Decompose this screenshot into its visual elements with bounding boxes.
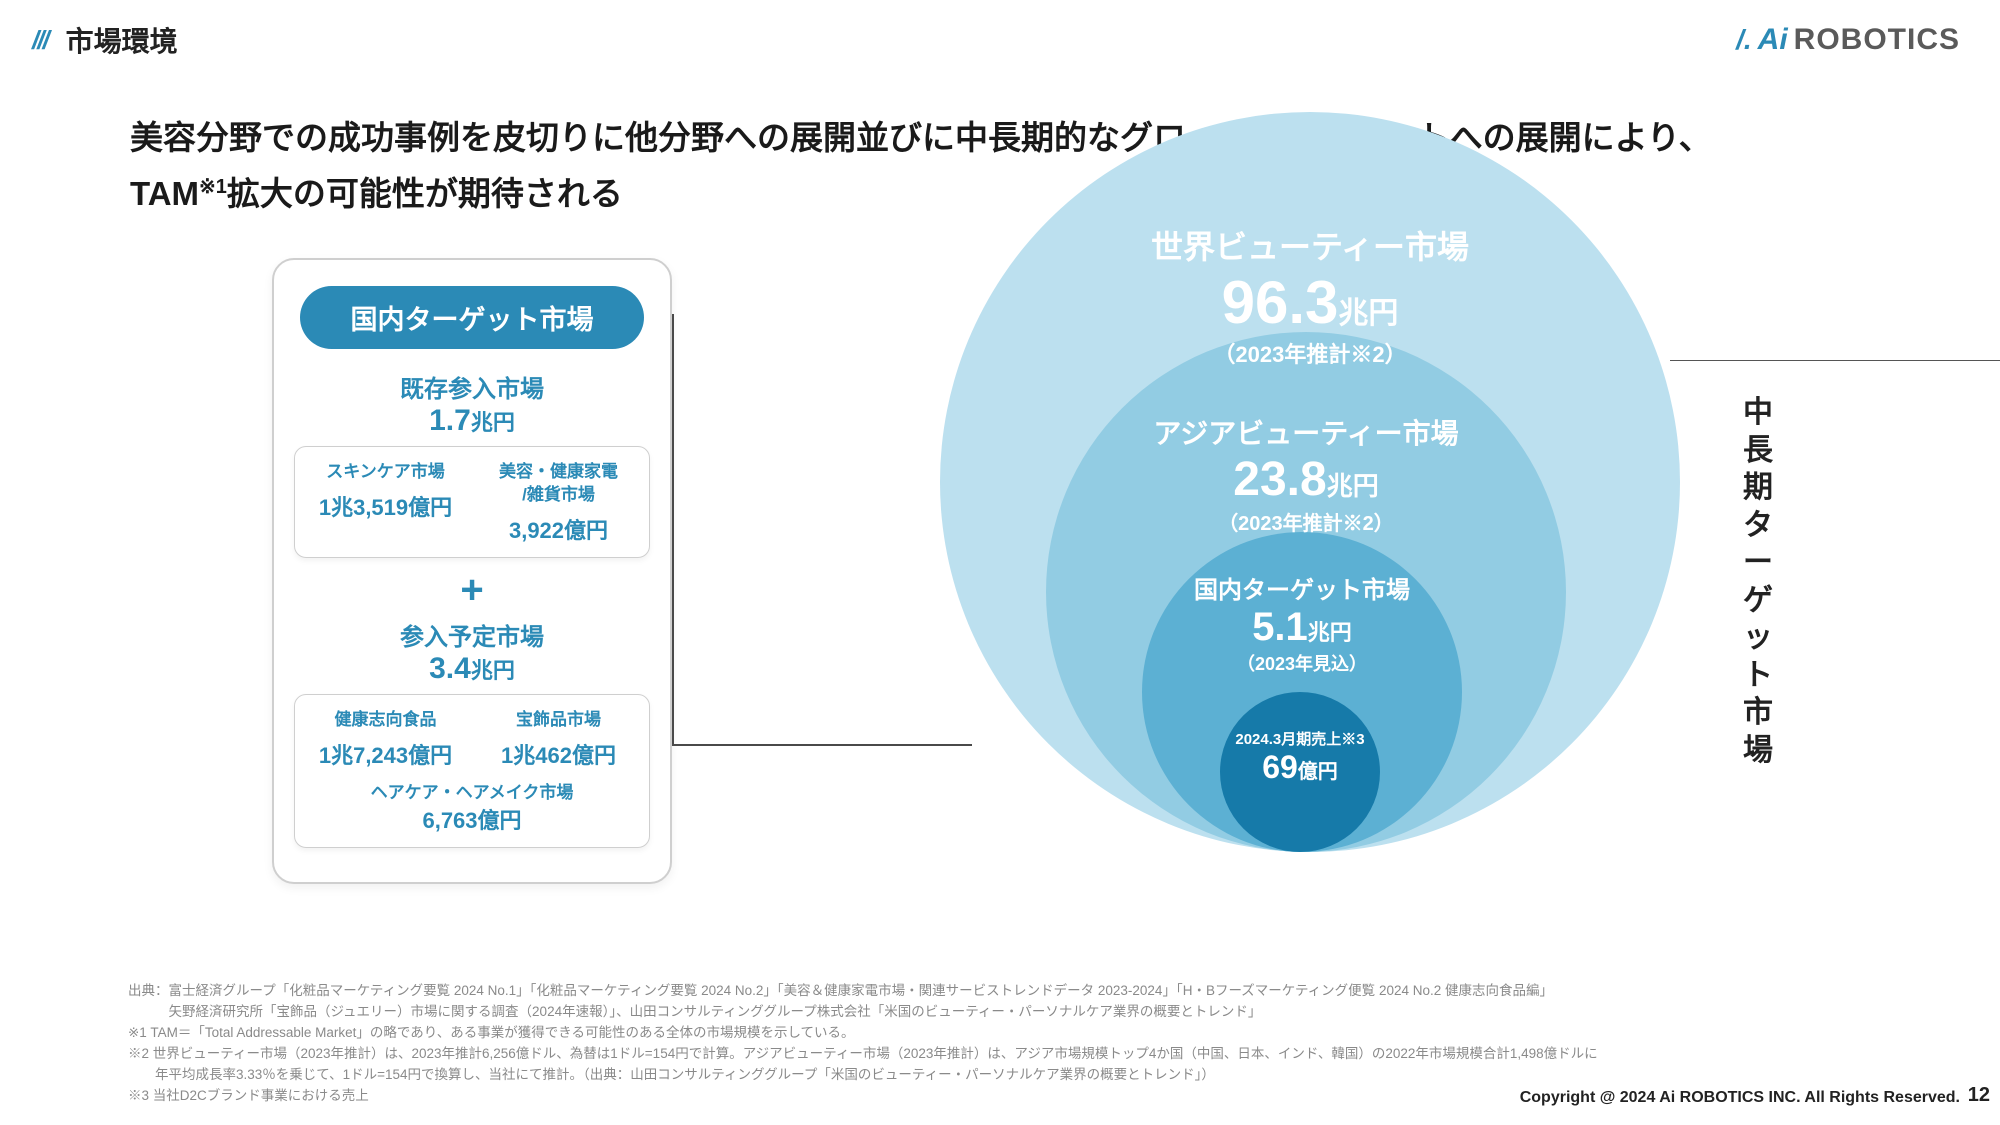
skincare-label: スキンケア市場 [303, 461, 468, 484]
headline-line1: 美容分野での成功事例を皮切りに他分野への展開並びに中長期的なグローバルマーケット… [130, 110, 2000, 166]
footer: 出典：富士経済グループ「化粧品マーケティング要覧 2024 No.1」「化粧品マ… [128, 981, 1960, 1107]
haircare-row: ヘアケア・ヘアメイク市場 6,763億円 [299, 778, 645, 835]
skincare-col: スキンケア市場 1兆3,519億円 [299, 461, 472, 545]
existing-market-value: 1.7兆円 [294, 404, 650, 438]
existing-market-detail: スキンケア市場 1兆3,519億円 美容・健康家電 /雑貨市場 3,922億円 [294, 446, 650, 558]
foot-line-2: 矢野経済研究所「宝飾品（ジュエリー）市場に関する調査（2024年速報）」、山田コ… [128, 1002, 1960, 1023]
content-area: 国内ターゲット市場 既存参入市場 1.7兆円 スキンケア市場 1兆3,519億円… [0, 222, 2000, 992]
page-number: 12 [1968, 1084, 1990, 1107]
skincare-value: 1兆3,519億円 [303, 490, 468, 522]
divider-line [1670, 360, 2000, 361]
domestic-target-pill: 国内ターゲット市場 [300, 286, 644, 349]
foot-line-4: ※2 世界ビューティー市場（2023年推計）は、2023年推計6,256億ドル、… [128, 1044, 1960, 1065]
connector-vertical [672, 314, 674, 744]
planned-market-title: 参入予定市場 [294, 617, 650, 652]
vertical-label: 中長期ターゲット市場 [1740, 394, 1776, 769]
existing-market-title: 既存参入市場 [294, 369, 650, 404]
domestic-target-box: 国内ターゲット市場 既存参入市場 1.7兆円 スキンケア市場 1兆3,519億円… [272, 258, 672, 884]
slide-header: /// 市場環境 /. Ai ROBOTICS [0, 0, 2000, 70]
c4-text: 2024.3月期売上※3 69億円 [1220, 728, 1380, 786]
logo-text-ai: Ai [1758, 23, 1788, 57]
healthfood-label: 健康志向食品 [303, 709, 468, 732]
c3-text: 国内ターゲット市場 5.1兆円 （2023年見込） [1142, 570, 1462, 676]
healthfood-value: 1兆7,243億円 [303, 738, 468, 770]
copyright: Copyright @ 2024 Ai ROBOTICS INC. All Ri… [1520, 1089, 1960, 1107]
logo: /. Ai ROBOTICS [1736, 23, 1960, 57]
jewelry-col: 宝飾品市場 1兆462億円 [472, 709, 645, 770]
foot-line-5: 年平均成長率3.33％を乗じて、1ドル=154円で換算し、当社にて推計。（出典：… [128, 1065, 1960, 1086]
beauty-appliance-value: 3,922億円 [476, 513, 641, 545]
beauty-appliance-label: 美容・健康家電 /雑貨市場 [476, 461, 641, 507]
jewelry-label: 宝飾品市場 [476, 709, 641, 732]
haircare-label: ヘアケア・ヘアメイク市場 [299, 778, 645, 803]
c2-text: アジアビューティー市場 23.8兆円 （2023年推計※2） [1046, 412, 1566, 536]
header-left: /// 市場環境 [32, 20, 178, 60]
haircare-value: 6,763億円 [299, 803, 645, 835]
planned-market-detail: 健康志向食品 1兆7,243億円 宝飾品市場 1兆462億円 ヘアケア・ヘアメイ… [294, 694, 650, 848]
headline: 美容分野での成功事例を皮切りに他分野への展開並びに中長期的なグローバルマーケット… [0, 70, 2000, 222]
section-title: 市場環境 [66, 20, 178, 60]
slashes-icon: /// [32, 25, 48, 56]
plus-icon: + [294, 568, 650, 613]
healthfood-col: 健康志向食品 1兆7,243億円 [299, 709, 472, 770]
planned-market-value: 3.4兆円 [294, 652, 650, 686]
nested-circles-chart: 世界ビューティー市場 96.3兆円 （2023年推計※2） アジアビューティー市… [760, 212, 1780, 942]
logo-mark-icon: /. [1736, 24, 1752, 56]
beauty-appliance-col: 美容・健康家電 /雑貨市場 3,922億円 [472, 461, 645, 545]
logo-text-robotics: ROBOTICS [1794, 23, 1960, 57]
foot-line-1: 出典：富士経済グループ「化粧品マーケティング要覧 2024 No.1」「化粧品マ… [128, 981, 1960, 1002]
c1-text: 世界ビューティー市場 96.3兆円 （2023年推計※2） [940, 222, 1680, 369]
foot-line-3: ※1 TAM＝「Total Addressable Market」の略であり、あ… [128, 1023, 1960, 1044]
jewelry-value: 1兆462億円 [476, 738, 641, 770]
